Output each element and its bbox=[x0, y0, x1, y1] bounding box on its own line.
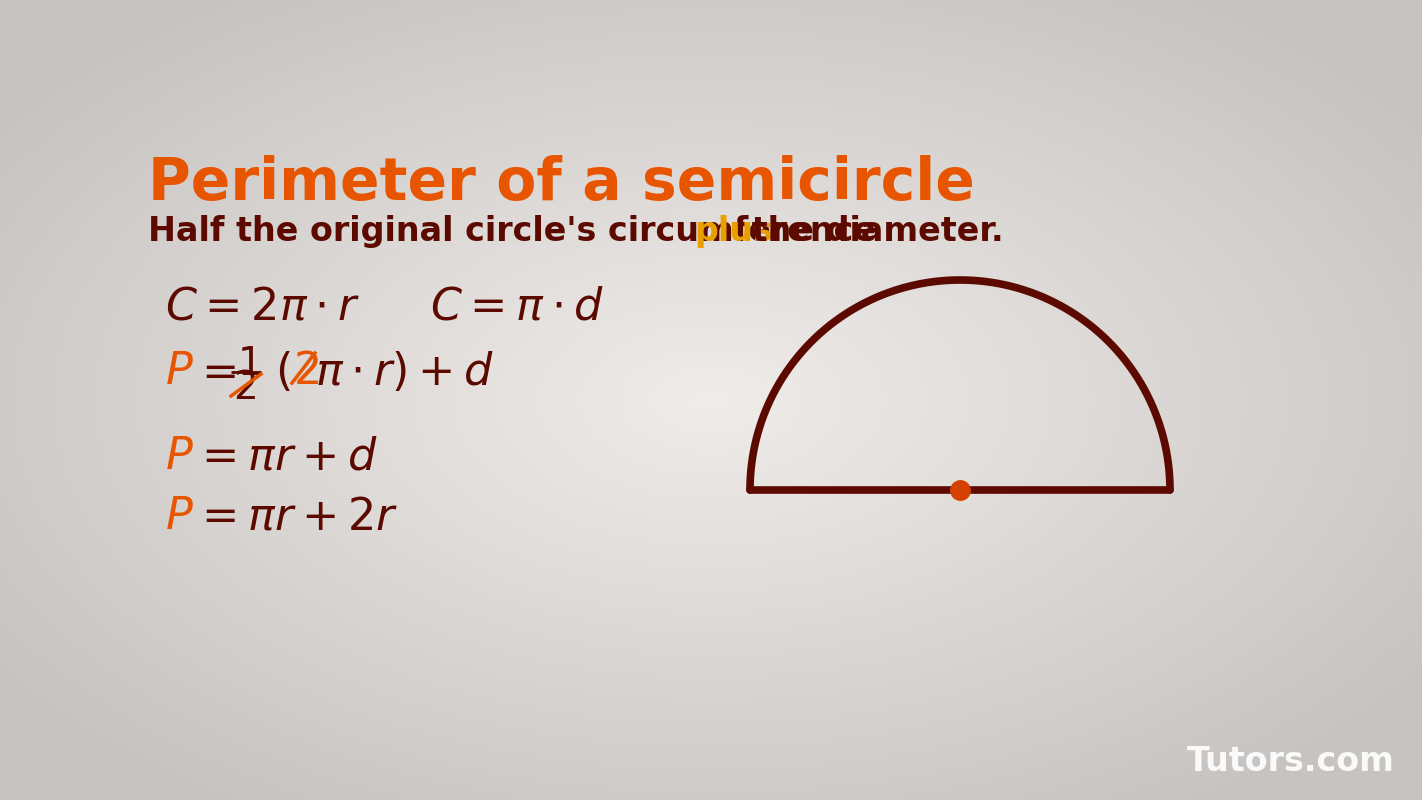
Text: $P$: $P$ bbox=[165, 495, 193, 538]
Text: Tutors.com: Tutors.com bbox=[1187, 745, 1395, 778]
Text: $= \pi r + 2r$: $= \pi r + 2r$ bbox=[193, 495, 398, 538]
Text: $=$: $=$ bbox=[193, 350, 236, 393]
Text: Perimeter of a semicircle: Perimeter of a semicircle bbox=[148, 155, 975, 212]
Text: $C = \pi\cdot d$: $C = \pi\cdot d$ bbox=[429, 285, 604, 328]
Text: $= \pi r + d$: $= \pi r + d$ bbox=[193, 435, 378, 478]
Text: $P$: $P$ bbox=[165, 350, 193, 393]
Text: the diameter.: the diameter. bbox=[739, 215, 1004, 248]
Text: $1$: $1$ bbox=[237, 346, 260, 383]
Text: Half the original circle's circumference: Half the original circle's circumference bbox=[148, 215, 887, 248]
Text: $($: $($ bbox=[274, 350, 292, 394]
Text: $P$: $P$ bbox=[165, 435, 193, 478]
Text: $C = 2\pi\cdot r$: $C = 2\pi\cdot r$ bbox=[165, 285, 360, 328]
Text: $\pi\cdot r ) + d$: $\pi\cdot r ) + d$ bbox=[316, 350, 493, 394]
Text: $2$: $2$ bbox=[233, 370, 256, 407]
Text: $2$: $2$ bbox=[293, 350, 319, 393]
Text: plus: plus bbox=[694, 215, 774, 248]
